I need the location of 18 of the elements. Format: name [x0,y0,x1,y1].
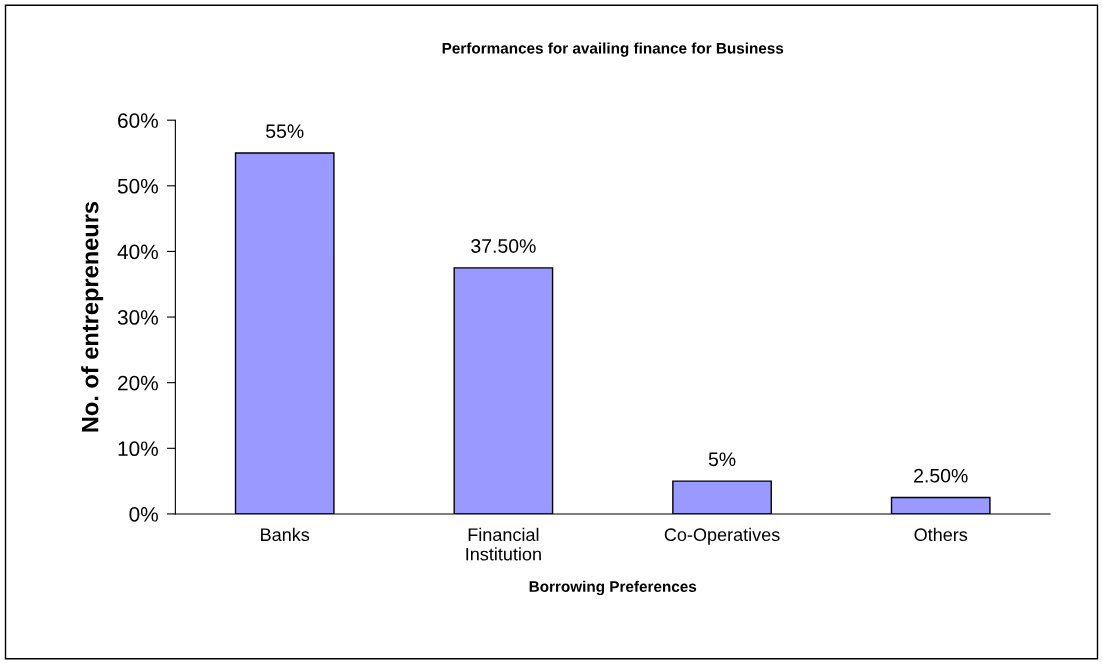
y-tick-label: 10% [118,441,158,457]
y-tick-label: 60% [118,113,158,128]
chart-title: Performances for availing finance for Business [442,42,784,57]
data-label: 55% [266,124,304,139]
x-axis-title: Borrowing Preferences [529,580,697,596]
data-label: 5% [708,452,736,467]
x-tick-label: Co-Operatives [664,527,780,545]
data-label: 37.50% [471,239,536,253]
x-tick-label: Banks [261,527,310,542]
y-tick-label: 40% [117,244,158,260]
y-tick-label: 0% [129,506,158,522]
y-tick-label: 50% [117,178,158,194]
data-label: 2.50% [914,468,968,483]
y-tick-label: 20% [118,375,158,391]
x-tick-label: Others [914,527,968,542]
x-tick-label: Financial Institution [466,527,541,561]
y-tick-label: 30% [117,310,158,325]
y-axis-title: No. of entrepreneurs [81,201,104,432]
